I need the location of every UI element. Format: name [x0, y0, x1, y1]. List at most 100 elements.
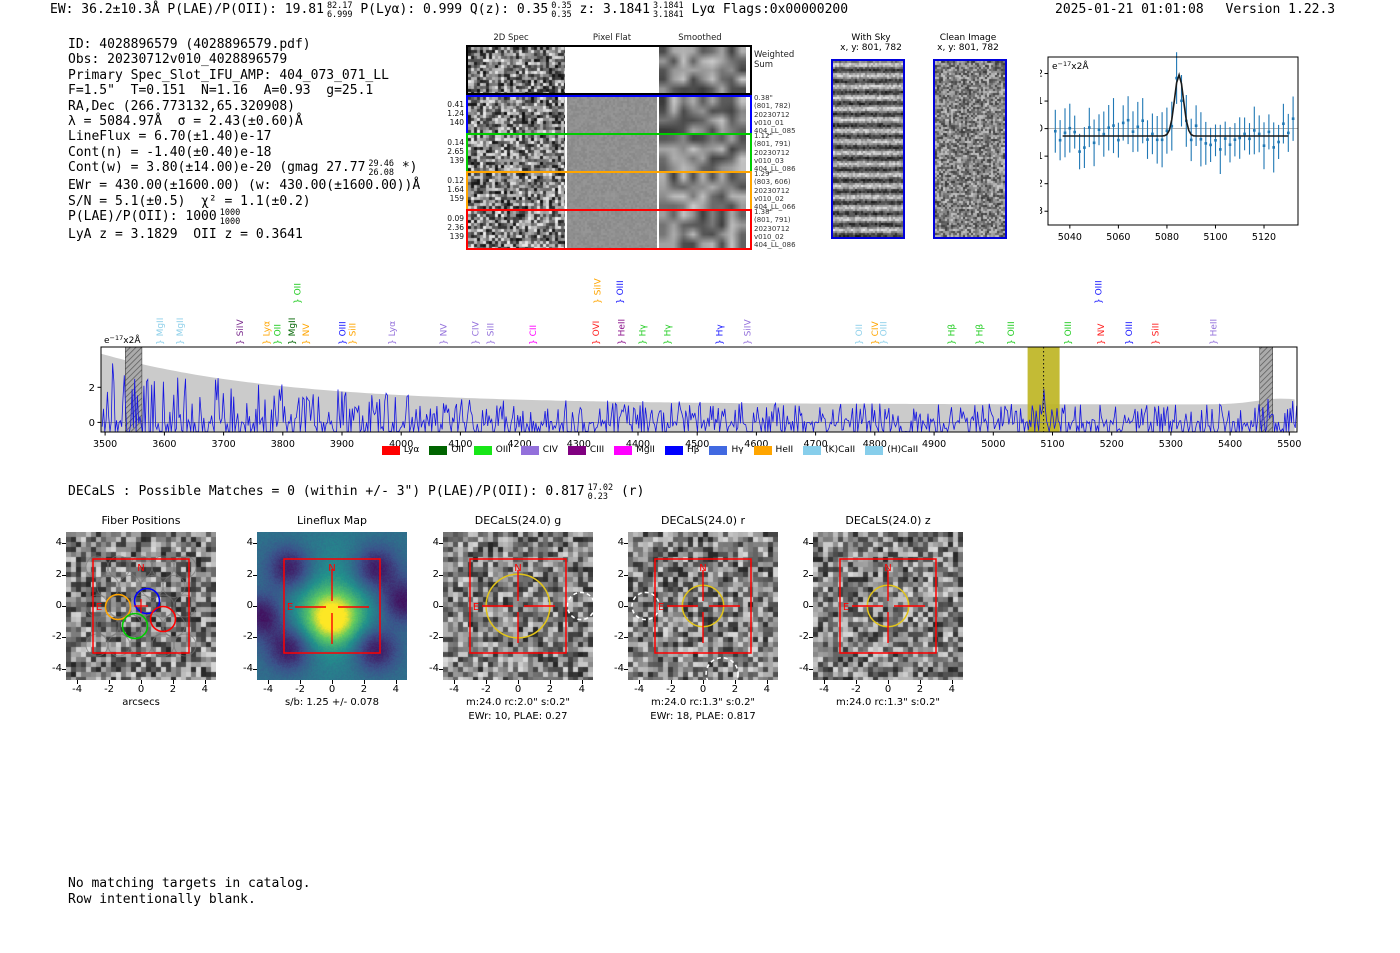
panel-y-tick-label: -2 — [429, 631, 439, 643]
emission-line-label: } OIII — [339, 321, 349, 345]
fiber-row-left-labels: 0.09 2.36 139 — [443, 214, 464, 241]
gaussian-fit-curve — [1062, 72, 1289, 137]
x-tick-label: 5100 — [1040, 439, 1064, 450]
panel-y-tick — [439, 574, 443, 576]
panel-x-tick-label: 4 — [201, 684, 209, 695]
footer-line-2: Row intentionally blank. — [68, 892, 256, 907]
clean-image-title: Clean Image x, y: 801, 782 — [923, 33, 1013, 53]
x-tick-label: 4600 — [744, 439, 768, 450]
crosshair — [852, 570, 925, 643]
spec-2d-cutouts: 2D Spec Pixel Flat Smoothed Weighted Sum 0.41… — [443, 33, 843, 258]
legend-label: Hβ — [686, 445, 700, 455]
emission-line-label: } HeII — [1209, 319, 1219, 345]
fiber-row-left-value: 1.64 — [447, 185, 464, 194]
x-tick-label: 5000 — [981, 439, 1005, 450]
info-line-text: S/N = 5.1(±0.5) χ² = 1.1(±0.2) — [68, 193, 311, 209]
panel-y-tick — [253, 668, 257, 670]
emission-line-label: } OIII — [880, 321, 890, 345]
legend-swatch — [753, 445, 772, 455]
panel-y-tick — [439, 606, 443, 607]
x-tick-label: 3700 — [212, 439, 236, 450]
panel-caption-1: m:24.0 rc:2.0" s:0.2" — [465, 697, 571, 708]
panel-x-tick — [703, 680, 704, 684]
emission-line-labels: } MgII} MgII} SiIV} Lyα} OII} MgII} OII}… — [156, 278, 1219, 345]
cutout-panel: DECaLS(24.0) r N E 4 2 0 -2 -4 -4 -2 0 2 4 m:24.0 rc:… — [602, 508, 804, 736]
legend-swatch — [709, 445, 728, 455]
x-tick-label: 5040 — [1058, 232, 1082, 243]
panel-y-tick-label: 4 — [617, 537, 624, 549]
info-line: λ = 5084.97Å σ = 2.43(±0.60)Å — [68, 114, 420, 129]
x-tick-label: 5080 — [1155, 232, 1179, 243]
emission-line-label: } SiIV — [236, 319, 246, 345]
cutout-panel: DECaLS(24.0) z N E 4 2 0 -2 -4 -4 -2 0 2 4 m:24.0 rc:… — [787, 508, 989, 736]
fiber-row-annotation-line: (801, 791) — [754, 140, 791, 149]
panel-x-tick-label: 0 — [699, 684, 707, 695]
panel-x-tick-label: 0 — [514, 684, 522, 695]
fiber-row-left-value: 139 — [449, 232, 464, 241]
panel-x-tick-label: 0 — [328, 684, 336, 695]
emission-line-label: } MgII — [288, 318, 298, 345]
footer-line-1: No matching targets in catalog. — [68, 876, 311, 891]
panel-x-tick — [395, 680, 397, 684]
fiber-row-left-labels: 0.12 1.64 159 — [443, 176, 464, 203]
east-label: E — [843, 602, 849, 613]
panel-y-tick-label: -4 — [52, 662, 62, 674]
info-line-text: Obs: 20230712v010_4028896579 — [68, 52, 288, 68]
cutout-panel-overlay: NE — [469, 558, 593, 654]
panel-x-tick — [951, 680, 953, 684]
panel-x-tick — [581, 680, 583, 684]
emission-line-label: } Hγ — [664, 324, 674, 345]
panel-x-tick — [518, 680, 519, 684]
panel-y-tick-label: -2 — [614, 631, 624, 643]
weighted-sum-label-1: Weighted — [754, 50, 795, 60]
fiber-row-left-value: 139 — [449, 156, 464, 165]
panel-y-tick — [809, 637, 813, 639]
extraction-box — [469, 558, 567, 654]
panel-y-tick-label: 0 — [617, 600, 624, 611]
info-line: LyA z = 3.1829 OII z = 0.3641 — [68, 227, 420, 242]
sky-image-panels: With Sky x, y: 801, 782 Clean Image x, y… — [820, 33, 1020, 243]
panel-x-tick — [734, 680, 736, 684]
info-line: ID: 4028896579 (4028896579.pdf) — [68, 37, 420, 52]
x-tick-label: 5500 — [1277, 439, 1301, 450]
info-line-text: *) — [394, 160, 418, 176]
panel-x-tick-label: -4 — [449, 684, 460, 695]
panel-y-tick — [62, 637, 66, 639]
fiber-row-left-labels: 0.41 1.24 140 — [443, 100, 464, 127]
cutout-panel-overlay: NE — [85, 555, 197, 657]
emission-line-label: } OIII — [1064, 321, 1074, 345]
extraction-box — [654, 558, 752, 654]
panel-x-tick — [300, 680, 302, 684]
legend-label: OII — [451, 445, 464, 455]
panel-caption-1: m:24.0 rc:1.3" s:0.2" — [835, 697, 941, 708]
cutout-panel-overlay: NE — [631, 558, 752, 680]
info-line-hi: 29.46 — [368, 159, 395, 170]
info-line-text: F=1.5" T=0.151 N=1.16 A=0.93 g=25.1 — [68, 83, 374, 99]
cutout-panel: Lineflux Map N E 4 2 0 -2 -4 -4 -2 0 2 4 s/b: 1.25 +/… — [231, 508, 433, 736]
info-line-hi: 1000 — [219, 208, 241, 219]
fiber-row-left-value: 2.65 — [447, 147, 464, 156]
weighted-sum-row — [466, 45, 752, 95]
y-tick-label: 1 — [1040, 96, 1043, 107]
header-datetime-version: 2025-01-21 01:01:08 Version 1.22.3 — [1055, 2, 1335, 17]
panel-y-tick — [253, 574, 257, 576]
x-tick-label: 4000 — [389, 439, 413, 450]
legend-swatch — [473, 445, 492, 455]
legend-label: Lyα — [403, 445, 420, 455]
fiber-row-annotation-line: 20230712 — [754, 224, 790, 233]
extraction-box — [839, 558, 937, 654]
info-line-lo: 26.08 — [368, 168, 395, 179]
fiber-cutout-row-pixelflat — [567, 173, 657, 210]
panel-x-tick — [454, 680, 456, 684]
cutout-panel: DECaLS(24.0) g N E 4 2 0 -2 -4 -4 -2 0 2 4 m:24.0 rc:… — [417, 508, 619, 736]
panel-y-tick — [253, 637, 257, 639]
x-tick-label: 4800 — [863, 439, 887, 450]
emission-line-label: } SiII — [349, 323, 359, 345]
crosshair — [295, 569, 369, 644]
panel-y-tick — [624, 574, 628, 576]
fiber-cutout-row — [466, 209, 752, 250]
x-tick-label: 3600 — [152, 439, 176, 450]
legend-item: OIII — [473, 445, 511, 455]
spectrum-legend: Lyα OII OIII CIV CIII MgII Hβ Hγ HeII (K)CaII (H)C… — [300, 445, 1000, 455]
panel-y-tick — [809, 668, 813, 670]
